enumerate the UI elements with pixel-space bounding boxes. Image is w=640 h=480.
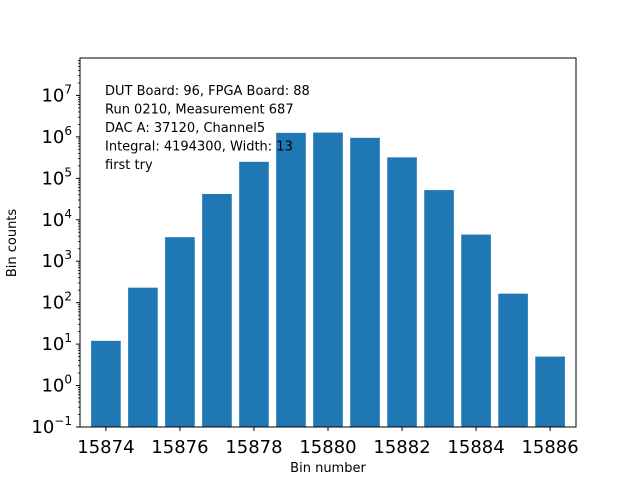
bar-15883: [424, 190, 454, 427]
x-tick-label-15874: 15874: [77, 437, 134, 458]
x-tick-label-15886: 15886: [521, 437, 578, 458]
x-tick-label-15876: 15876: [151, 437, 208, 458]
x-axis-title: Bin number: [290, 461, 366, 476]
annotation-line-3: DAC A: 37120, Channel5: [105, 121, 265, 136]
bar-15876: [165, 237, 195, 427]
annotation-block: DUT Board: 96, FPGA Board: 88 Run 0210, M…: [105, 84, 310, 173]
bar-15878: [239, 161, 269, 427]
bar-15884: [461, 234, 491, 427]
bar-15882: [387, 157, 417, 428]
y-tick-label-1e5: 105: [41, 165, 72, 189]
annotation-line-5: first try: [105, 158, 153, 173]
bars-group: [91, 132, 565, 428]
y-tick-label-1e-1: 10−1: [31, 414, 72, 438]
bar-15877: [202, 193, 232, 427]
y-tick-label-1e0: 100: [41, 373, 72, 397]
y-tick-label-1e6: 106: [41, 124, 72, 148]
bar-15880: [313, 132, 343, 427]
bar-15874: [91, 340, 121, 427]
x-tick-label-15878: 15878: [225, 437, 282, 458]
bar-15875: [128, 287, 158, 427]
y-tick-label-1e1: 101: [41, 331, 72, 355]
y-axis-title: Bin counts: [5, 209, 20, 278]
x-tick-label-15880: 15880: [299, 437, 356, 458]
y-tick-label-1e4: 104: [41, 207, 72, 231]
bar-15886: [535, 356, 565, 427]
x-axis-ticks: 15874 15876 15878 15880 15882 15884 15886: [77, 427, 579, 458]
bar-15885: [498, 293, 528, 427]
annotation-line-2: Run 0210, Measurement 687: [105, 103, 294, 118]
bar-15881: [350, 137, 380, 427]
bar-15879: [276, 132, 306, 428]
annotation-line-4: Integral: 4194300, Width: 13: [105, 140, 293, 155]
y-tick-label-1e2: 102: [41, 290, 72, 314]
annotation-line-1: DUT Board: 96, FPGA Board: 88: [105, 84, 310, 99]
x-tick-label-15882: 15882: [373, 437, 430, 458]
x-tick-label-15884: 15884: [447, 437, 504, 458]
y-tick-label-1e7: 107: [41, 82, 72, 106]
y-tick-label-1e3: 103: [41, 248, 72, 272]
y-axis-ticks: 10−1 100 101 102 103 104 105 106 107: [31, 60, 80, 438]
